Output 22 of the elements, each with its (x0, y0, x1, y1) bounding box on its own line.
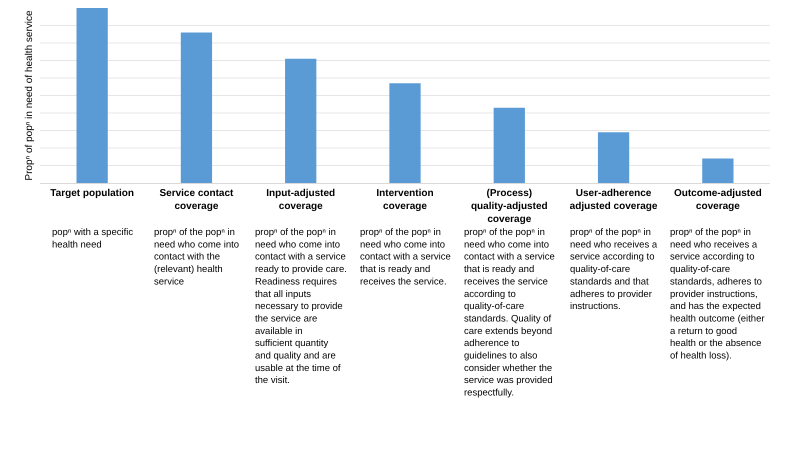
bar (494, 108, 525, 183)
x-tick-label: User-adherence adjusted coverage (570, 188, 658, 212)
bar (285, 58, 316, 183)
text: propⁿ of the popⁿ in need who come into contact with a service that is ready and receives the service. (360, 227, 451, 288)
text: propⁿ of the popⁿ in need who come into contact with a service that is ready and receives the service according to quality-of-care standards. Quality of care extends beyond adherence to guidelines to also consider whether the service was provided respectfully. (464, 227, 555, 399)
x-tick-label: Outcome-adjusted coverage (674, 188, 762, 212)
x-tick-label: Input-adjusted coverage (266, 188, 336, 212)
text: propⁿ of the popⁿ in need who come into contact with the (relevant) health service (154, 227, 240, 288)
text: propⁿ of the popⁿ in need who receives a service according to quality-of-care standards and that adheres to provider instructions. (570, 227, 658, 312)
text: propⁿ of the popⁿ in need who come into contact with a service ready to provide care. Readiness requires that all inputs necessary to provide the service are available in sufficient quantity and quality and are usable at the time of the visit. (255, 227, 347, 386)
y-axis-title: Propⁿ of popⁿ in need of health service (24, 10, 35, 181)
text: popⁿ with a specific health need (52, 227, 134, 250)
bar (76, 8, 108, 183)
text: propⁿ of the popⁿ in need who receives a service according to quality-of-care standards, adheres to provider instructions, and has the expected health outcome (either a return to good health or the absence of health loss). (670, 227, 765, 362)
x-tick-label: Intervention coverage (376, 188, 434, 212)
x-tick-label: (Process) quality-adjusted coverage (470, 188, 548, 225)
x-tick-label: Target population (50, 188, 134, 199)
bar (180, 32, 212, 183)
bar (702, 158, 734, 183)
x-tick-label: Service contact coverage (159, 188, 234, 212)
bar (598, 132, 630, 183)
bar (389, 83, 421, 183)
